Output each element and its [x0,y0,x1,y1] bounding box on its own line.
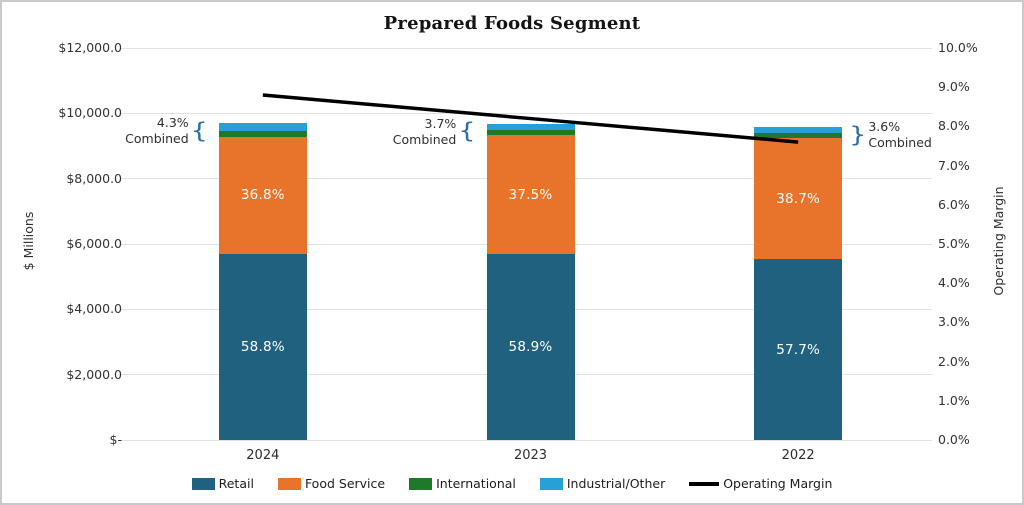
operating-margin-polyline [262,93,799,144]
gridline [121,47,932,49]
right-axis-tick-label: 2.0% [938,353,970,369]
right-axis-tick-label: 9.0% [938,79,970,95]
bar-segment-food-service: 37.5% [486,135,575,254]
segment-pct-label: 36.8% [240,187,285,204]
bar-segment-retail: 57.7% [754,259,843,440]
right-axis-tick-label: 7.0% [938,157,970,173]
gridline [121,439,932,441]
bar-segment-industrial-other [218,123,307,132]
legend-label: International [436,476,516,491]
combined-annotation-text: 3.6% Combined [868,119,932,151]
right-axis-tick-label: 4.0% [938,275,970,291]
segment-pct-label: 58.9% [508,338,553,355]
right-axis-tick-label: 0.0% [938,432,970,447]
legend-line-swatch [689,481,720,486]
legend-item-international: International [409,476,516,491]
legend-item-operating-margin: Operating Margin [689,476,832,491]
bar-segment-food-service: 36.8% [218,137,307,254]
combined-word: Combined [868,135,932,151]
combined-word: Combined [392,131,457,147]
x-axis-category-label: 2022 [781,448,815,463]
x-axis-category-label: 2023 [513,448,548,463]
left-axis-tick-label: $4,000.0 [66,301,122,317]
right-axis-tick-label: 3.0% [938,314,970,330]
bar-segment-industrial-other [754,127,843,134]
legend-color-swatch [191,477,215,490]
legend-label: Food Service [304,476,386,491]
legend-color-swatch [409,477,433,490]
bar-segment-retail: 58.8% [218,253,307,440]
legend-item-food-service: Food Service [277,476,386,491]
right-axis-tick-label: 1.0% [938,392,970,408]
brace-icon: } [849,122,867,148]
brace-icon: { [190,119,208,144]
combined-pct: 3.7% [424,115,457,131]
combined-annotation: 4.3% Combined{ [125,113,210,149]
legend-label: Industrial/Other [566,476,666,491]
legend-label: Operating Margin [723,476,833,491]
left-axis-tick-label: $6,000.0 [66,236,122,251]
combined-annotation-text: 4.3% Combined [125,115,189,147]
right-axis-tick-label: 5.0% [938,236,970,251]
brace-icon: { [458,119,476,144]
x-axis-category-label: 2024 [246,448,280,463]
left-axis-tick-label: $2,000.0 [66,366,122,382]
left-axis-tick-label: $8,000.0 [66,170,122,186]
legend-color-swatch [539,477,563,490]
combined-annotation: } 3.6% Combined [847,117,932,153]
segment-pct-label: 58.8% [240,338,285,355]
left-axis-tick-label: $12,000.0 [58,40,122,55]
left-axis-tick-label: $10,000.0 [58,105,122,121]
bar-segment-international [486,130,575,136]
segment-pct-label: 38.7% [776,190,821,207]
legend-label: Retail [218,476,254,491]
bar-segment-retail: 58.9% [486,253,575,440]
legend: Retail Food Service International Industria… [2,476,1022,491]
combined-annotation-text: 3.7% Combined [393,116,457,148]
right-axis-tick-label: 6.0% [938,196,970,212]
legend-item-retail: Retail [191,476,254,491]
segment-pct-label: 37.5% [508,186,553,203]
right-axis-tick-label: 10.0% [938,40,978,55]
combined-annotation: 3.7% Combined{ [393,114,478,150]
operating-margin-line [262,93,799,144]
combined-pct: 4.3% [156,115,189,131]
combined-pct: 3.6% [868,119,901,135]
combined-word: Combined [125,131,189,147]
bar-segment-international [754,133,843,139]
legend-color-swatch [277,477,301,490]
legend-item-industrial-other: Industrial/Other [539,476,666,491]
left-axis-tick-label: $- [109,432,122,447]
bar-segment-international [218,131,307,138]
gridline [121,112,932,114]
bar-segment-food-service: 38.7% [754,138,843,260]
right-axis-tick-label: 8.0% [938,118,970,134]
segment-pct-label: 57.7% [776,341,821,358]
chart-title: Prepared Foods Segment [383,13,641,34]
bar-segment-industrial-other [486,123,575,131]
